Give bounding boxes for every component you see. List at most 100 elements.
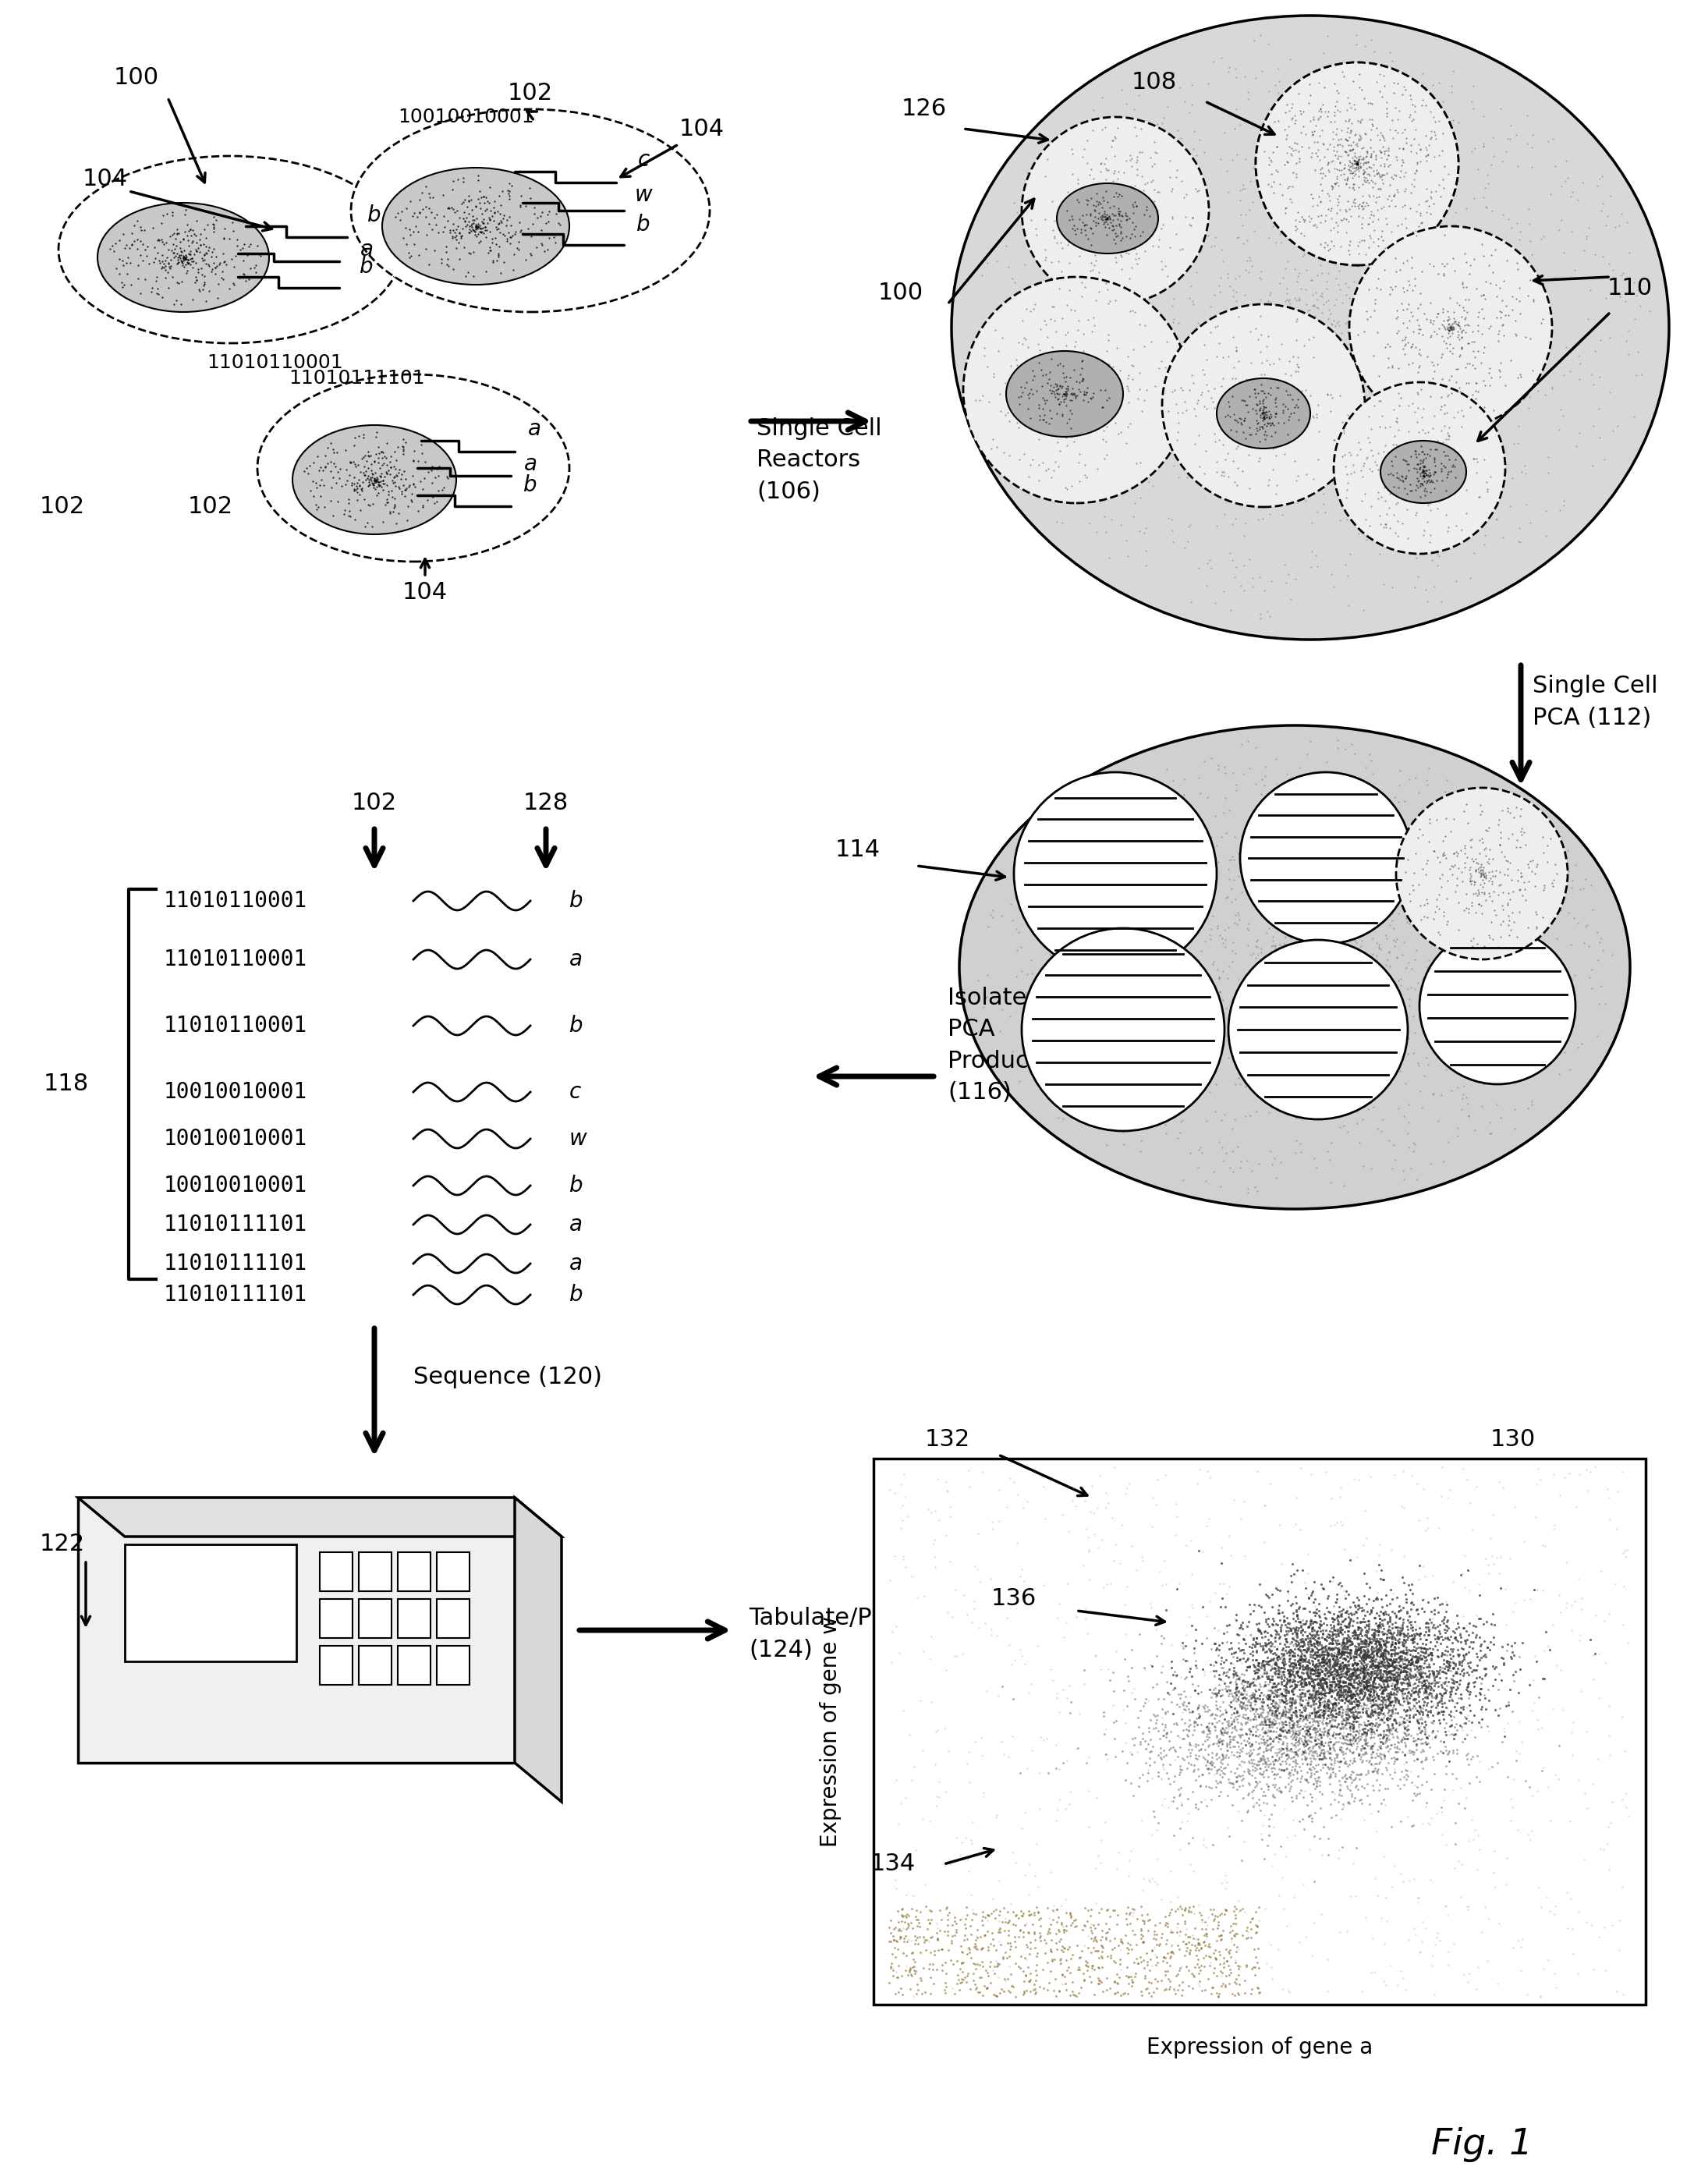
Point [1499, 1789, 1526, 1824]
Point [1350, 1660, 1377, 1695]
Point [1286, 1638, 1313, 1673]
Point [1318, 1669, 1345, 1704]
Point [1359, 1636, 1386, 1671]
Point [1213, 1728, 1240, 1762]
Point [1262, 1655, 1289, 1690]
Point [1348, 1974, 1376, 2009]
Point [1167, 1752, 1194, 1787]
Point [1379, 1690, 1406, 1725]
Point [1177, 1708, 1204, 1743]
Point [1216, 1708, 1243, 1743]
Point [1330, 1625, 1357, 1660]
Point [1279, 1704, 1306, 1738]
Point [1298, 1623, 1325, 1658]
Point [1176, 1725, 1203, 1760]
Point [986, 1924, 1013, 1959]
Point [1362, 1712, 1389, 1747]
Point [1150, 1738, 1177, 1773]
Point [1242, 1686, 1269, 1721]
Point [1328, 1778, 1355, 1813]
Point [1287, 1686, 1315, 1721]
Point [1206, 1669, 1233, 1704]
Point [1203, 1738, 1230, 1773]
Point [1492, 1867, 1520, 1902]
Point [1274, 1664, 1301, 1699]
Point [1198, 1679, 1225, 1714]
Point [1045, 1782, 1072, 1817]
Point [1223, 1760, 1250, 1795]
Point [1413, 1614, 1440, 1649]
Point [1232, 1894, 1259, 1928]
Point [1257, 1708, 1284, 1743]
Point [1364, 1634, 1391, 1669]
Point [1140, 1697, 1167, 1732]
Point [1459, 1511, 1486, 1546]
Point [1203, 1675, 1230, 1710]
Point [1213, 1655, 1240, 1690]
Point [1286, 1651, 1313, 1686]
Point [1525, 1572, 1552, 1607]
Point [1174, 1712, 1201, 1747]
Point [1523, 1773, 1550, 1808]
Text: 110: 110 [1608, 277, 1653, 299]
Point [1337, 1590, 1364, 1625]
Point [1189, 1738, 1216, 1773]
Point [1289, 1669, 1316, 1704]
Point [1306, 1599, 1333, 1634]
Point [1311, 1714, 1338, 1749]
Point [1228, 1717, 1255, 1752]
Point [1331, 1577, 1359, 1612]
Point [1182, 1706, 1210, 1741]
Point [1355, 1627, 1382, 1662]
Point [1137, 1863, 1164, 1898]
Point [1293, 1725, 1320, 1760]
Point [1242, 1701, 1269, 1736]
Point [1179, 1928, 1206, 1963]
Point [1370, 1712, 1398, 1747]
Point [1218, 1625, 1245, 1660]
Point [1081, 1952, 1108, 1987]
Point [1391, 1618, 1418, 1653]
Point [1015, 1878, 1042, 1913]
Point [1325, 1690, 1352, 1725]
Point [1411, 1673, 1438, 1708]
Point [1299, 1612, 1326, 1647]
Point [1343, 1673, 1370, 1708]
Point [1101, 1673, 1128, 1708]
Point [1135, 1714, 1162, 1749]
Point [1182, 1933, 1210, 1968]
Point [1237, 1911, 1264, 1946]
Point [1296, 1666, 1323, 1701]
Point [1201, 1627, 1228, 1662]
Point [1265, 1741, 1293, 1776]
Point [1318, 1638, 1345, 1673]
Point [1372, 1701, 1399, 1736]
Point [1171, 1904, 1198, 1939]
Point [1203, 1719, 1230, 1754]
Point [1364, 1553, 1391, 1588]
Point [876, 1966, 903, 2001]
Text: 11010110001: 11010110001 [164, 891, 308, 913]
Point [1318, 1655, 1345, 1690]
Point [1325, 1695, 1352, 1730]
Point [1301, 1653, 1328, 1688]
Point [1221, 1690, 1248, 1725]
Point [1228, 1710, 1255, 1745]
Point [1320, 1664, 1347, 1699]
Point [1355, 1664, 1382, 1699]
Point [1431, 1671, 1459, 1706]
Point [1325, 1673, 1352, 1708]
Point [1525, 1712, 1552, 1747]
Point [1182, 1762, 1210, 1797]
Point [1282, 1721, 1309, 1756]
Point [1301, 1605, 1328, 1640]
Point [1342, 1634, 1369, 1669]
Point [883, 1955, 910, 1990]
Point [1574, 1791, 1601, 1826]
Point [1365, 1629, 1392, 1664]
Point [1091, 1717, 1118, 1752]
Point [1318, 1704, 1345, 1738]
Point [1250, 1760, 1277, 1795]
Point [1311, 1682, 1338, 1717]
Point [1215, 1811, 1242, 1845]
